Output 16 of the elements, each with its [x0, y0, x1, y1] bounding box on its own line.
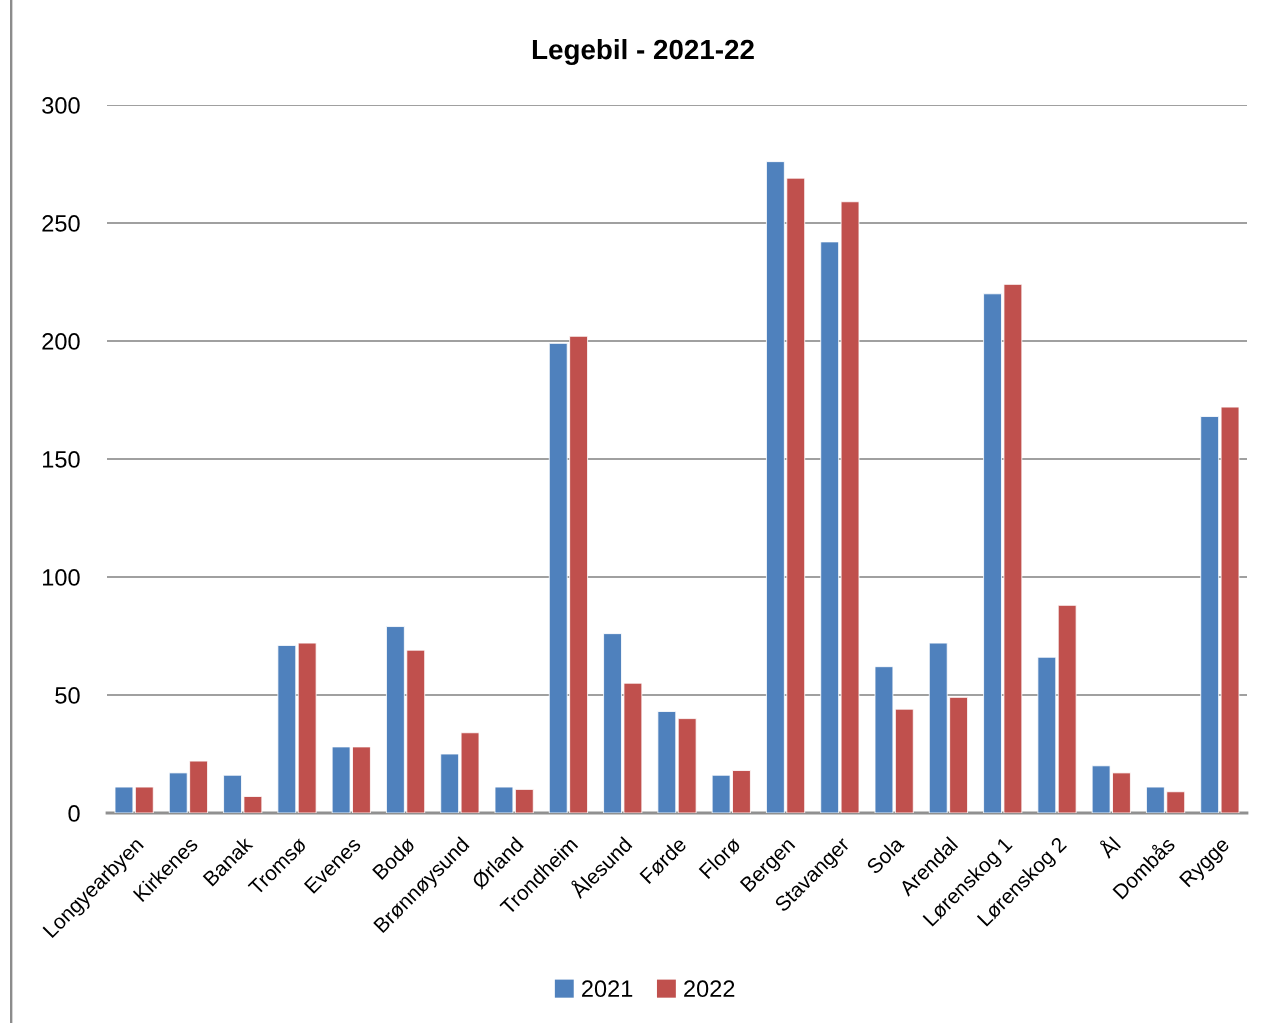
bar — [1037, 656, 1057, 813]
legend-label: 2022 — [684, 980, 735, 998]
y-tick-label: 250 — [42, 215, 80, 232]
bar — [277, 645, 297, 813]
y-tick-label: 300 — [42, 97, 80, 114]
y-tick-label: 150 — [43, 451, 80, 468]
bar — [657, 711, 677, 813]
bar — [677, 718, 697, 813]
y-tick-label: 200 — [42, 333, 80, 350]
legend-label: 2021 — [582, 980, 633, 998]
y-tick-label: 100 — [43, 569, 80, 586]
chart-title: Legebil - 2021-22 — [532, 38, 754, 66]
y-tick-label: 50 — [55, 687, 80, 704]
bar — [1057, 604, 1077, 813]
bar — [297, 642, 317, 813]
y-tick-label: 0 — [68, 805, 80, 822]
